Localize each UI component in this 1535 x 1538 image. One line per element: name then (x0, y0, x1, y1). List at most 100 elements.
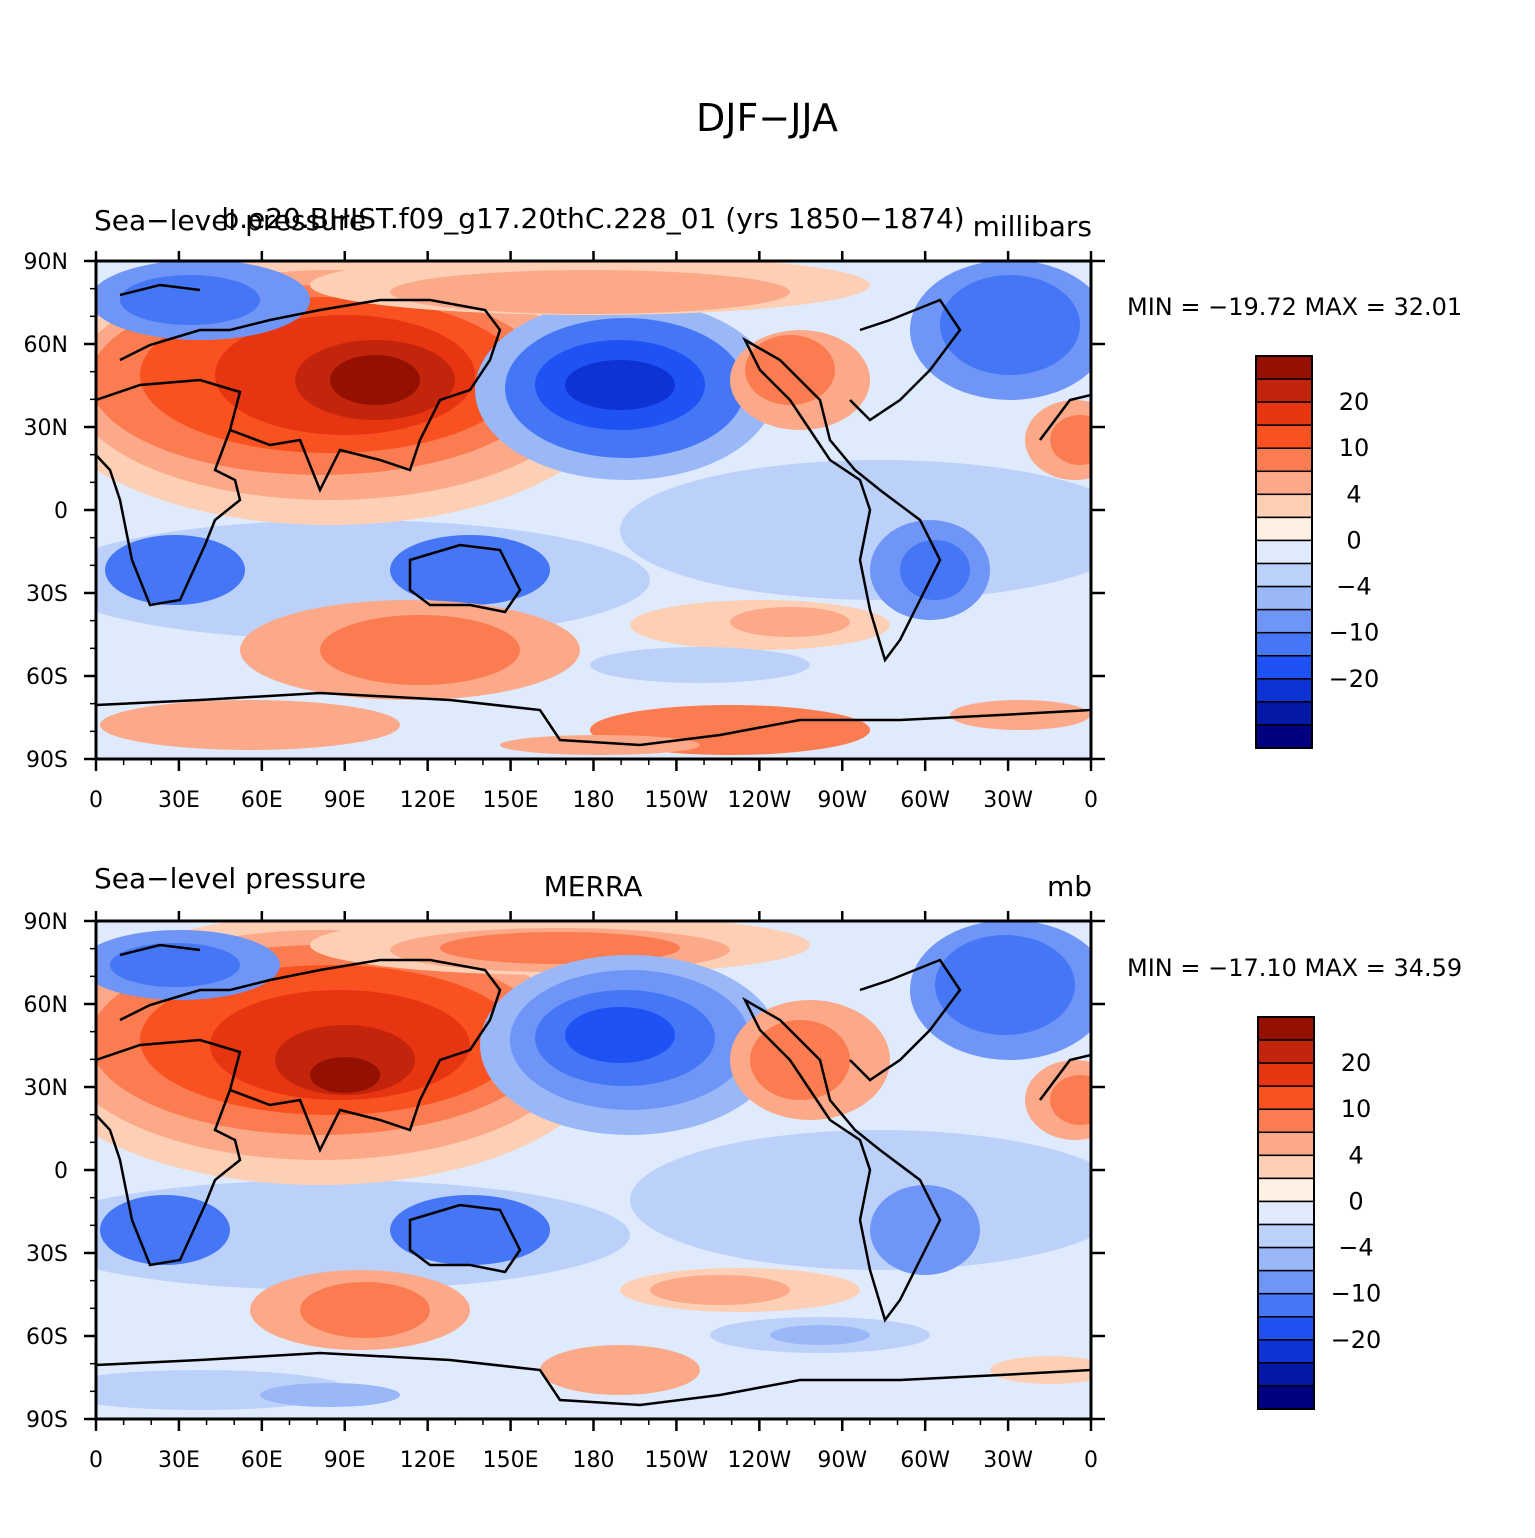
x-tick-label: 150E (483, 1448, 539, 1473)
x-tick-label: 180 (573, 788, 615, 813)
colorbar-box (1257, 1223, 1315, 1249)
y-tick-label: 60S (26, 665, 68, 690)
colorbar-box (1257, 1131, 1315, 1157)
colorbar-box (1255, 516, 1313, 542)
y-tick-label: 0 (54, 499, 68, 524)
colorbar-box (1257, 1085, 1315, 1110)
colorbar-box (1255, 585, 1313, 611)
colorbar-box (1257, 1316, 1315, 1341)
colorbar: 20 10 4 0 −4 −10 −20 (1255, 355, 1380, 749)
x-tick-label: 120W (727, 1448, 791, 1473)
colorbar-box (1255, 470, 1313, 496)
minmax-label: MIN = −17.10 MAX = 34.59 (1127, 954, 1462, 982)
colorbar-label: −4 (1338, 1234, 1373, 1262)
axis-ticks: 0 30E 60E 90E 120E 150E 180 150W 120W 90W 60W 30W 09… (24, 910, 1105, 1473)
colorbar-box (1255, 424, 1313, 449)
y-tick-label: 30N (24, 1076, 68, 1101)
colorbar-frame (1255, 355, 1313, 749)
colorbar-label: 10 (1339, 434, 1370, 462)
colorbar-box (1257, 1269, 1315, 1295)
colorbar: 20 10 4 0 −4 −10 −20 (1257, 1016, 1382, 1410)
y-tick-label: 90S (26, 748, 68, 773)
panel-units: millibars (973, 210, 1092, 243)
x-tick-label: 150W (645, 1448, 709, 1473)
colorbar-label: 4 (1346, 480, 1361, 508)
figure-title: DJF−JJA (696, 96, 838, 140)
y-tick-label: 90S (26, 1408, 68, 1433)
x-tick-label: 60E (241, 1448, 283, 1473)
x-tick-label: 30E (158, 1448, 200, 1473)
colorbar-box (1257, 1154, 1315, 1180)
x-tick-label: 0 (89, 788, 103, 813)
x-tick-label: 60E (241, 788, 283, 813)
x-tick-label: 120E (400, 1448, 456, 1473)
colorbar-box (1257, 1362, 1315, 1387)
colorbar-box (1255, 401, 1313, 426)
colorbar-box (1257, 1108, 1315, 1134)
x-tick-label: 60W (900, 788, 950, 813)
contour-field (96, 261, 1091, 759)
colorbar-box (1255, 655, 1313, 680)
colorbar-label: −4 (1336, 573, 1371, 601)
minmax-label: MIN = −19.72 MAX = 32.01 (1127, 293, 1462, 321)
map-panel-model: Sea−level pressure b.e20.BHIST.f09_g17.2… (24, 202, 1463, 813)
coastlines (96, 283, 1091, 747)
y-tick-label: 30S (26, 1242, 68, 1267)
colorbar-box (1255, 539, 1313, 565)
colorbar-label: −20 (1329, 665, 1380, 693)
colorbar-box (1255, 631, 1313, 657)
x-tick-label: 60W (900, 1448, 950, 1473)
y-tick-label: 60N (24, 993, 68, 1018)
x-tick-label: 180 (573, 1448, 615, 1473)
x-tick-label: 0 (89, 1448, 103, 1473)
colorbar-label: 20 (1339, 388, 1370, 416)
colorbar-box (1255, 608, 1313, 634)
x-tick-label: 90W (817, 788, 867, 813)
y-tick-label: 30N (24, 416, 68, 441)
colorbar-box (1255, 378, 1313, 403)
x-tick-label: 120W (727, 788, 791, 813)
x-tick-label: 0 (1084, 788, 1098, 813)
colorbar-box (1257, 1016, 1315, 1041)
x-tick-label: 30W (983, 1448, 1033, 1473)
colorbar-label: 4 (1348, 1141, 1363, 1169)
colorbar-box (1255, 562, 1313, 588)
colorbar-box (1257, 1062, 1315, 1087)
colorbar-box (1257, 1177, 1315, 1203)
x-tick-label: 30W (983, 788, 1033, 813)
panel-units: mb (1047, 870, 1092, 903)
x-tick-label: 90W (817, 1448, 867, 1473)
contour-field (96, 921, 1091, 1419)
colorbar-box (1255, 355, 1313, 380)
colorbar-box (1257, 1039, 1315, 1064)
x-tick-label: 150W (645, 788, 709, 813)
colorbar-box (1257, 1292, 1315, 1318)
colorbar-label: 0 (1346, 526, 1361, 554)
x-tick-label: 150E (483, 788, 539, 813)
y-tick-label: 60S (26, 1325, 68, 1350)
colorbar-frame (1257, 1016, 1315, 1410)
colorbar-box (1257, 1339, 1315, 1364)
y-tick-label: 60N (24, 333, 68, 358)
panel-center-title: MERRA (544, 870, 643, 903)
colorbar-box (1257, 1385, 1315, 1410)
colorbar-label: 20 (1341, 1049, 1372, 1077)
colorbar-label: −20 (1331, 1326, 1382, 1354)
colorbar-label: 0 (1348, 1187, 1363, 1215)
colorbar-box (1257, 1246, 1315, 1272)
colorbar-label: −10 (1331, 1280, 1382, 1308)
colorbar-box (1255, 701, 1313, 726)
colorbar-box (1257, 1200, 1315, 1226)
colorbar-label: 10 (1341, 1095, 1372, 1123)
x-tick-label: 120E (400, 788, 456, 813)
colorbar-box (1255, 724, 1313, 749)
colorbar-box (1255, 678, 1313, 703)
coastlines (96, 943, 1091, 1407)
y-tick-label: 90N (24, 250, 68, 275)
panel-left-title: Sea−level pressure (94, 862, 366, 895)
y-tick-label: 90N (24, 910, 68, 935)
map-panel-merra: Sea−level pressure MERRA mb (24, 862, 1463, 1473)
colorbar-label: −10 (1329, 619, 1380, 647)
panel-center-title: b.e20.BHIST.f09_g17.20thC.228_01 (yrs 18… (221, 202, 964, 235)
y-tick-label: 30S (26, 582, 68, 607)
